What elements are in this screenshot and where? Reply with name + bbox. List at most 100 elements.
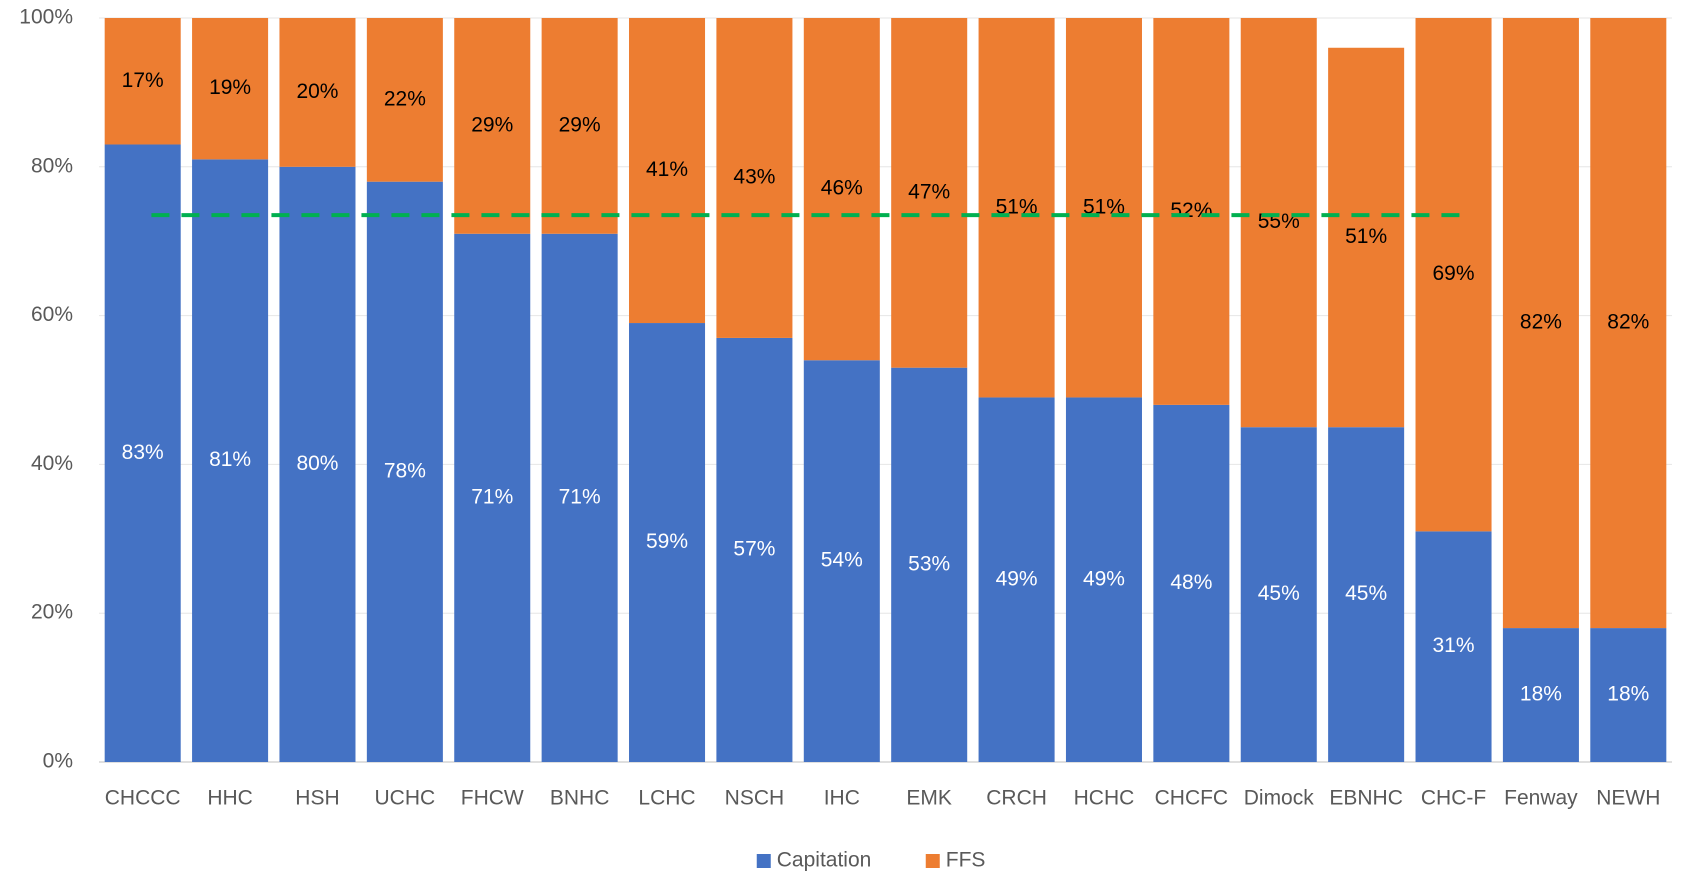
bar-segment (366, 181, 443, 762)
y-tick-label: 0% (43, 750, 73, 773)
bar-segment (1590, 628, 1667, 762)
bar-segment (1153, 404, 1230, 762)
data-label: 69% (1433, 262, 1475, 285)
bar-segment (1415, 18, 1492, 532)
bar-segment (1328, 47, 1405, 428)
bar-segment (629, 18, 706, 324)
x-tick-label: IHC (824, 787, 860, 810)
data-label: 78% (384, 459, 426, 482)
x-tick-label: HHC (207, 787, 253, 810)
bar-segment (1502, 18, 1579, 629)
data-label: 43% (733, 166, 775, 189)
x-tick-label: HCHC (1074, 787, 1135, 810)
data-label: 51% (1083, 195, 1125, 218)
bar-segment (279, 166, 356, 763)
bar-segment (1328, 427, 1405, 762)
x-tick-label: Fenway (1504, 787, 1578, 810)
bar-segment (716, 337, 793, 762)
data-label: 22% (384, 87, 426, 110)
bar-segment (1153, 18, 1230, 405)
data-label: 82% (1520, 311, 1562, 334)
bar-segment (1240, 18, 1317, 428)
data-label: 53% (908, 552, 950, 575)
x-tick-label: CRCH (986, 787, 1047, 810)
data-label: 71% (471, 485, 513, 508)
bar-segment (803, 360, 880, 762)
data-label: 29% (559, 113, 601, 136)
data-label: 17% (122, 69, 164, 92)
x-tick-label: EMK (906, 787, 952, 810)
data-label: 45% (1258, 582, 1300, 605)
bar-segment (891, 18, 968, 368)
data-label: 29% (471, 113, 513, 136)
data-label: 80% (296, 452, 338, 475)
bar-segment (104, 144, 181, 763)
data-label: 20% (296, 80, 338, 103)
data-label: 51% (996, 195, 1038, 218)
data-label: 54% (821, 549, 863, 572)
y-tick-label: 60% (31, 303, 73, 326)
data-label: 31% (1433, 634, 1475, 657)
data-label: 19% (209, 76, 251, 99)
legend-label: Capitation (777, 849, 872, 872)
legend-swatch (756, 854, 771, 868)
x-tick-label: BNHC (550, 787, 610, 810)
x-tick-label: Dimock (1244, 787, 1315, 810)
y-tick-label: 80% (31, 154, 73, 177)
bar-segment (1065, 397, 1142, 762)
data-label: 51% (1345, 225, 1387, 248)
x-tick-label: CHCCC (105, 787, 181, 810)
bar-segment (1502, 628, 1579, 762)
data-label: 18% (1520, 683, 1562, 706)
data-label: 83% (122, 441, 164, 464)
data-label: 82% (1607, 311, 1649, 334)
data-label: 57% (733, 538, 775, 561)
bar-segment (1065, 18, 1142, 398)
bar-segment (104, 18, 181, 145)
bar-segment (366, 18, 443, 182)
bar-segment (803, 18, 880, 361)
bar-segment (541, 18, 618, 234)
y-tick-label: 100% (19, 6, 73, 29)
bar-segment (454, 233, 531, 762)
x-tick-label: HSH (295, 787, 339, 810)
bar-segment (1415, 531, 1492, 762)
data-label: 18% (1607, 683, 1649, 706)
y-tick-label: 40% (31, 452, 73, 475)
bar-segment (978, 397, 1055, 762)
x-tick-label: EBNHC (1329, 787, 1403, 810)
data-label: 48% (1170, 571, 1212, 594)
bar-segment (192, 18, 269, 160)
data-label: 49% (1083, 567, 1125, 590)
data-label: 49% (996, 567, 1038, 590)
bar-segment (629, 323, 706, 762)
y-tick-label: 20% (31, 601, 73, 624)
data-label: 71% (559, 485, 601, 508)
data-label: 81% (209, 448, 251, 471)
x-tick-label: CHC-F (1421, 787, 1486, 810)
bar-segment (192, 159, 269, 763)
x-tick-label: FHCW (461, 787, 524, 810)
bar-segment (454, 18, 531, 234)
bar-segment (978, 18, 1055, 398)
x-tick-label: LCHC (638, 787, 695, 810)
bar-segment (716, 18, 793, 338)
bar-segment (1240, 427, 1317, 762)
bar-segment (279, 18, 356, 167)
data-label: 41% (646, 158, 688, 181)
legend-label: FFS (946, 849, 986, 872)
legend-swatch (925, 854, 940, 868)
data-label: 59% (646, 530, 688, 553)
bar-segment (541, 233, 618, 762)
x-tick-label: NSCH (725, 787, 785, 810)
data-label: 46% (821, 177, 863, 200)
x-tick-label: UCHC (375, 787, 436, 810)
bar-segment (1590, 18, 1667, 629)
x-tick-label: CHCFC (1155, 787, 1229, 810)
data-label: 52% (1170, 199, 1212, 222)
data-label: 47% (908, 180, 950, 203)
x-tick-label: NEWH (1596, 787, 1660, 810)
data-label: 45% (1345, 582, 1387, 605)
bar-segment (891, 367, 968, 762)
